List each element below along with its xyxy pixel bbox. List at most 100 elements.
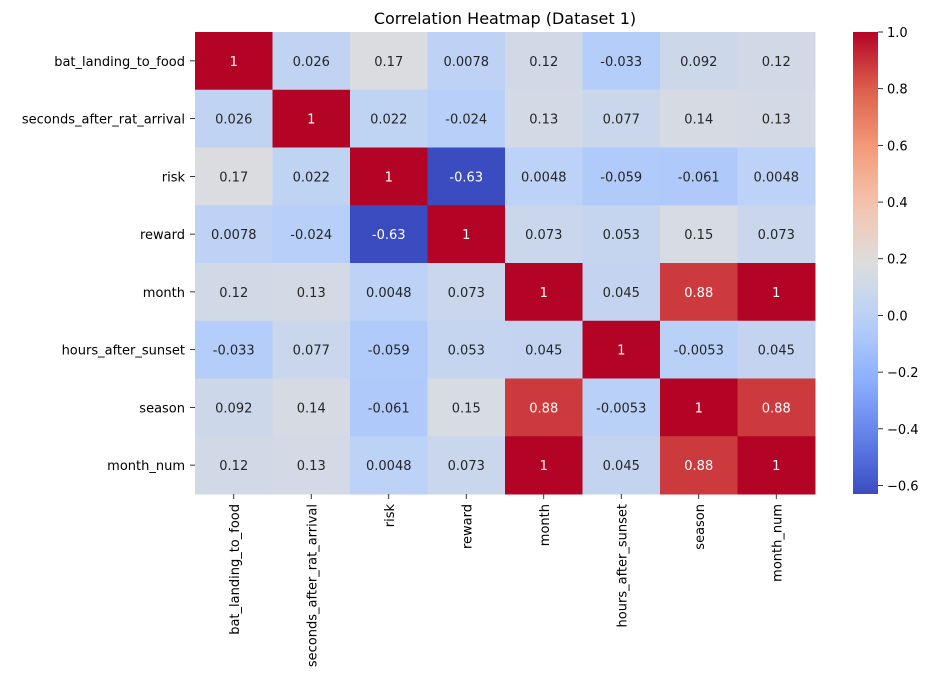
x-tick-label: reward: [460, 504, 475, 549]
cell-value-label: 0.0078: [444, 55, 490, 70]
heatmap-cell: [582, 205, 661, 264]
heatmap-cell: [272, 32, 351, 91]
cell-value-label: 0.092: [680, 55, 717, 70]
y-axis-tick-labels: bat_landing_to_food seconds_after_rat_arr…: [22, 55, 195, 474]
y-tick-label: hours_after_sunset: [62, 344, 185, 359]
cell-value-label: 0.026: [293, 55, 330, 70]
cell-value-label: 0.12: [219, 459, 248, 474]
cell-value-label: -0.63: [372, 228, 406, 243]
heatmap-cell: [427, 436, 506, 495]
x-tick-label: season: [693, 504, 708, 550]
y-tick-label: bat_landing_to_food: [54, 55, 185, 70]
heatmap-cell: [505, 436, 583, 495]
heatmap-cell: [737, 378, 816, 437]
heatmap-cell: [660, 147, 738, 206]
cell-value-label: -0.024: [290, 228, 332, 243]
heatmap-cell: [660, 378, 738, 437]
heatmap-cell: [350, 205, 428, 264]
heatmap-cell: [195, 320, 273, 379]
cell-value-label: 0.88: [684, 459, 713, 474]
heatmap-cell: [195, 147, 273, 206]
cell-value-label: -0.061: [368, 401, 410, 416]
heatmap-cell: [660, 32, 738, 91]
cell-value-label: 0.88: [762, 401, 791, 416]
cell-value-label: 1: [772, 459, 780, 474]
colorbar-tick-label: 0.4: [887, 196, 908, 211]
cell-value-label: -0.061: [678, 170, 720, 185]
cell-value-label: -0.033: [213, 344, 255, 359]
chart-title: Correlation Heatmap (Dataset 1): [374, 9, 636, 28]
cell-value-label: 1: [540, 286, 548, 301]
x-tick-label: hours_after_sunset: [615, 504, 630, 627]
cell-value-label: 1: [462, 228, 470, 243]
y-tick-label: month: [143, 286, 185, 301]
cell-value-label: 0.073: [448, 286, 485, 301]
cell-value-label: 0.022: [370, 113, 407, 128]
cell-value-label: 0.17: [374, 55, 403, 70]
y-tick-label: risk: [162, 170, 186, 185]
heatmap-cell: [737, 263, 816, 322]
x-tick-label: risk: [383, 504, 398, 528]
colorbar-tick-label: 0.0: [887, 309, 908, 324]
x-tick-label: seconds_after_rat_arrival: [305, 504, 320, 667]
heatmap-cell: [505, 378, 583, 437]
heatmap-cell: [582, 436, 661, 495]
cell-value-label: -0.059: [600, 170, 642, 185]
heatmap-cell: [660, 263, 738, 322]
cell-value-label: 0.0078: [211, 228, 257, 243]
cell-value-label: -0.059: [368, 344, 410, 359]
cell-value-label: 0.88: [684, 286, 713, 301]
colorbar-gradient: [853, 32, 878, 494]
colorbar-tick-label: −0.6: [887, 479, 919, 494]
heatmap-cell: [350, 89, 428, 148]
heatmap-cell: [427, 263, 506, 322]
heatmap-cell: [350, 32, 428, 91]
cell-value-label: 0.073: [758, 228, 795, 243]
heatmap-cell: [427, 205, 506, 264]
heatmap-cell: [195, 263, 273, 322]
y-tick-label: month_num: [107, 459, 185, 474]
cell-value-label: 0.0048: [521, 170, 567, 185]
heatmap-cell: [505, 320, 583, 379]
cell-value-label: 0.13: [297, 286, 326, 301]
colorbar-tick-label: −0.2: [887, 366, 919, 381]
cell-value-label: 0.0048: [366, 286, 412, 301]
cell-value-label: 0.092: [215, 401, 252, 416]
cell-value-label: -0.0053: [674, 344, 724, 359]
heatmap-cell: [350, 320, 428, 379]
x-tick-label: bat_landing_to_food: [228, 504, 243, 635]
cell-value-label: 1: [695, 401, 703, 416]
heatmap-cell: [195, 378, 273, 437]
cell-value-label: 0.0048: [754, 170, 800, 185]
y-tick-label: season: [139, 401, 185, 416]
cell-value-label: 0.14: [297, 401, 326, 416]
colorbar-tick-label: 0.8: [887, 83, 908, 98]
heatmap-cell: [505, 89, 583, 148]
cell-value-label: 0.045: [758, 344, 795, 359]
heatmap-cell: [582, 263, 661, 322]
heatmap-cell: [505, 147, 583, 206]
cell-value-label: 0.022: [293, 170, 330, 185]
heatmap-cell: [272, 436, 351, 495]
cell-value-label: 0.053: [603, 228, 640, 243]
cell-value-label: 0.077: [293, 344, 330, 359]
y-tick-label: reward: [140, 228, 185, 243]
heatmap-cell: [272, 263, 351, 322]
cell-value-label: 0.0048: [366, 459, 412, 474]
heatmap-cell: [195, 436, 273, 495]
heatmap-cell: [737, 147, 816, 206]
heatmap-cell: [195, 89, 273, 148]
cell-value-label: 0.15: [684, 228, 713, 243]
heatmap-cell: [427, 32, 506, 91]
x-tick-label: month: [538, 504, 553, 546]
cell-value-label: 0.13: [529, 113, 558, 128]
heatmap-cell-labels: 1 0.026 0.17 0.0078 0.12 -0.033 0.092 0.12 0.026…: [211, 55, 799, 474]
cell-value-label: 0.077: [603, 113, 640, 128]
cell-value-label: -0.63: [449, 170, 483, 185]
cell-value-label: 0.073: [525, 228, 562, 243]
cell-value-label: 0.12: [762, 55, 791, 70]
cell-value-label: 0.13: [762, 113, 791, 128]
heatmap-cell: [737, 89, 816, 148]
heatmap-cell: [272, 147, 351, 206]
